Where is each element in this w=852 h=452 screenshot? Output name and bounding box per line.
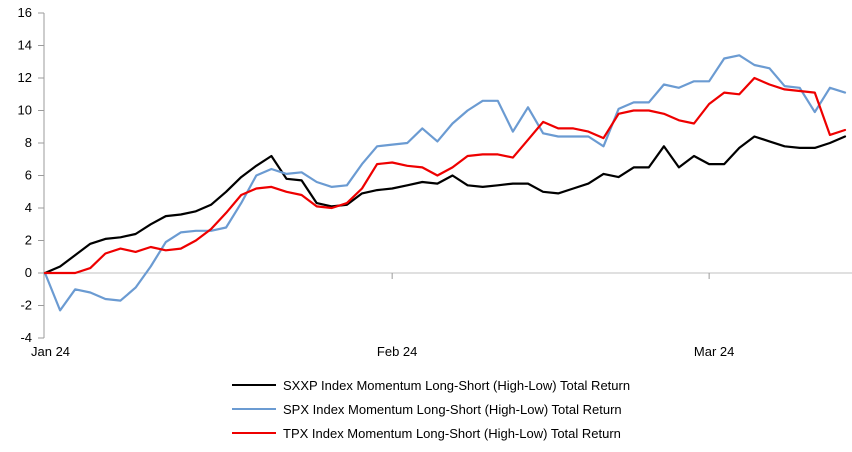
x-tick-label: Feb 24 bbox=[377, 344, 417, 359]
legend-line-swatch-sxxp bbox=[232, 384, 276, 386]
legend-label-spx: SPX Index Momentum Long-Short (High-Low)… bbox=[283, 401, 622, 417]
legend-line-swatch-spx bbox=[232, 408, 276, 410]
y-tick-label: 16 bbox=[18, 5, 32, 20]
y-tick-label: -4 bbox=[20, 330, 32, 345]
y-tick-label: 8 bbox=[25, 135, 32, 150]
legend-label-sxxp: SXXP Index Momentum Long-Short (High-Low… bbox=[283, 377, 631, 393]
y-tick-label: 4 bbox=[25, 200, 32, 215]
y-tick-label: 12 bbox=[18, 70, 32, 85]
legend: SXXP Index Momentum Long-Short (High-Low… bbox=[232, 377, 630, 449]
legend-item-tpx: TPX Index Momentum Long-Short (High-Low)… bbox=[232, 425, 630, 441]
series-line-tpx bbox=[43, 76, 847, 275]
legend-item-spx: SPX Index Momentum Long-Short (High-Low)… bbox=[232, 401, 630, 417]
y-tick-label: 14 bbox=[18, 38, 32, 53]
y-tick-label: 10 bbox=[18, 103, 32, 118]
legend-line-swatch-tpx bbox=[232, 432, 276, 434]
y-tick-label: -2 bbox=[20, 298, 32, 313]
legend-item-sxxp: SXXP Index Momentum Long-Short (High-Low… bbox=[232, 377, 630, 393]
legend-label-tpx: TPX Index Momentum Long-Short (High-Low)… bbox=[283, 425, 621, 441]
series-line-spx bbox=[43, 54, 847, 312]
x-tick-label: Mar 24 bbox=[694, 344, 734, 359]
x-tick-label: Jan 24 bbox=[31, 344, 70, 359]
y-tick-label: 0 bbox=[25, 265, 32, 280]
y-tick-label: 2 bbox=[25, 233, 32, 248]
series-line-sxxp bbox=[43, 135, 847, 275]
y-tick-label: 6 bbox=[25, 168, 32, 183]
